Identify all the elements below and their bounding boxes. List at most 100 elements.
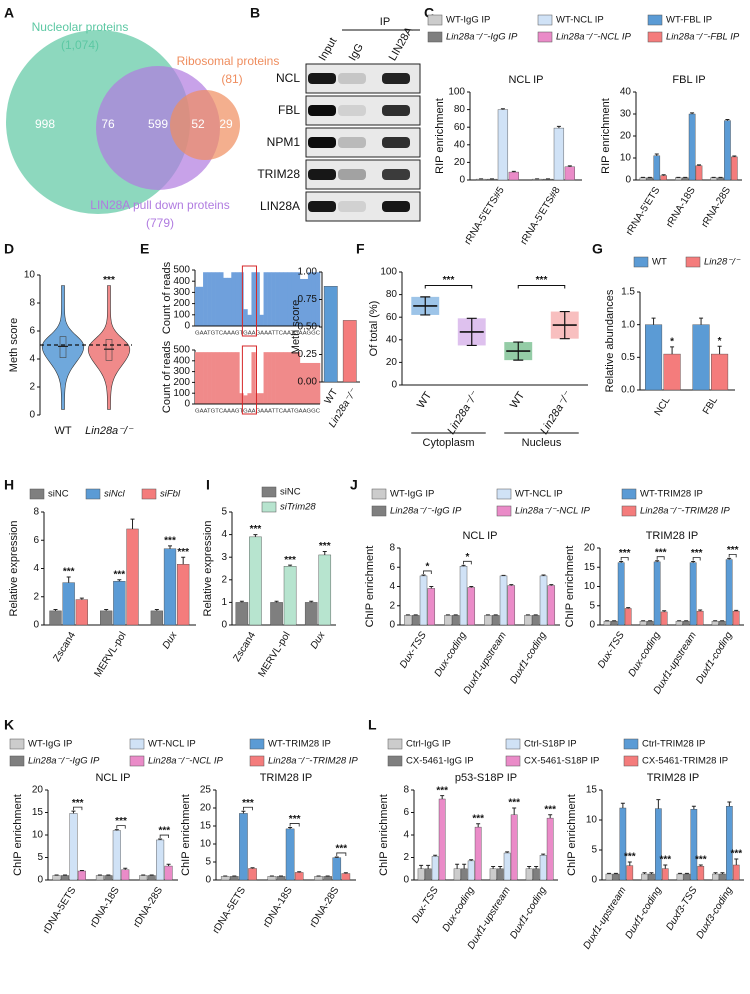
error-bar: [104, 608, 109, 611]
coverage-bar: [275, 352, 280, 404]
sequence: GAATGTCAAAGTGAAGAAATTCAATGAAGGC: [195, 330, 320, 336]
bar: [52, 875, 61, 881]
bar: [719, 873, 726, 881]
bar: [710, 177, 717, 181]
y-tick-label: 60: [386, 312, 398, 323]
y-axis-label: ChIP enrichment: [12, 794, 24, 876]
bar: [726, 806, 733, 881]
y-axis-label: Count of reads: [161, 261, 173, 334]
legend-swatch: [129, 738, 145, 750]
protein-label: NPM1: [267, 135, 301, 149]
error-bar: [696, 164, 701, 166]
bar: [75, 599, 88, 626]
coverage-bar: [211, 272, 216, 326]
bar: [104, 875, 113, 881]
bar: [645, 324, 663, 391]
bar: [220, 876, 230, 881]
bar: [62, 582, 75, 626]
plot-title: p53-S18P IP: [455, 772, 517, 784]
x-tick-label: Lin28a⁻/⁻: [445, 389, 481, 437]
error-bar: [663, 864, 668, 869]
y-tick-label: 10: [584, 581, 596, 592]
error-bar: [678, 872, 683, 874]
bar: [276, 876, 286, 881]
coverage-bar: [247, 314, 252, 326]
legend-swatch: [29, 488, 45, 500]
x-tick-label: Dux-TSS: [596, 630, 627, 671]
bar: [697, 866, 705, 881]
error-bar: [698, 609, 703, 612]
y-tick-label: 1.0: [621, 319, 635, 330]
venn-region: 599: [148, 117, 168, 131]
y-axis-label: Of total (%): [368, 301, 380, 357]
y-tick-label: 15: [200, 821, 212, 832]
error-bar: [734, 858, 739, 865]
y-tick-label: 8: [389, 543, 395, 554]
legend-swatch: [9, 738, 25, 750]
legend-swatch: [427, 14, 443, 26]
y-tick-label: 0: [29, 410, 35, 421]
lane-label: Input: [317, 36, 340, 63]
panel-label: G: [592, 241, 603, 257]
error-bar: [419, 864, 424, 869]
significance-bracket: [116, 825, 126, 829]
error-bar: [158, 838, 163, 840]
significance-label: ***: [319, 541, 331, 552]
error-bar: [130, 518, 135, 529]
bar: [546, 817, 554, 881]
y-tick-label: 0: [589, 620, 595, 631]
y-tick-label: 20: [200, 803, 212, 814]
bar: [61, 875, 70, 881]
panel-label: K: [4, 717, 14, 733]
blot-band: [382, 137, 410, 148]
y-tick-label: 0: [625, 175, 631, 186]
y-axis-label: Meth score: [8, 318, 20, 372]
legend-label: Ctrl-S18P IP: [524, 739, 577, 750]
bar: [524, 615, 532, 626]
significance-label: ***: [619, 548, 631, 559]
bar: [564, 166, 575, 181]
y-axis-label: Meth score: [290, 300, 302, 354]
legend-label: siNcl: [104, 489, 125, 500]
bar: [653, 155, 661, 181]
error-bar: [567, 165, 572, 167]
plot-title: TRIM28 IP: [646, 530, 699, 542]
bar: [314, 876, 323, 881]
bar: [718, 620, 726, 626]
error-bar: [717, 345, 722, 355]
bar: [283, 566, 297, 626]
bar: [452, 615, 460, 626]
error-bar: [627, 861, 632, 866]
blot-band: [308, 105, 336, 116]
legend-label: Lin28a⁻/⁻-NCL IP: [148, 756, 223, 767]
coverage-bar: [255, 272, 260, 326]
y-tick-label: 1.5: [621, 287, 635, 298]
significance-label: *: [425, 562, 429, 573]
coverage-bar: [279, 352, 285, 404]
panel-label: J: [350, 477, 358, 493]
venn-set-count: (1,074): [61, 38, 99, 52]
y-axis-label: RIP enrichment: [434, 98, 446, 174]
y-tick-label: 8: [403, 785, 409, 796]
legend-label: CX-5461-IgG IP: [406, 756, 474, 767]
x-tick-label: Dux-TSS: [410, 885, 441, 926]
error-bar: [662, 610, 667, 612]
coverage-bar: [223, 352, 228, 404]
violin-box: [59, 336, 67, 358]
bar: [467, 587, 476, 626]
coverage-bar: [267, 352, 272, 404]
significance-bracket: [159, 834, 169, 839]
coverage-bar: [227, 277, 232, 326]
significance-label: ***: [655, 547, 667, 558]
bar: [121, 869, 130, 881]
coverage-bar: [239, 393, 244, 404]
error-bar: [455, 863, 460, 869]
legend-swatch: [621, 505, 637, 517]
blot-band: [382, 201, 410, 212]
error-bar: [469, 586, 474, 588]
legend-swatch: [371, 505, 387, 517]
y-axis-label: ChIP enrichment: [378, 794, 390, 876]
significance-label: ***: [164, 536, 176, 547]
x-tick-label: rRNA-18S: [664, 185, 698, 230]
bar: [605, 873, 613, 881]
